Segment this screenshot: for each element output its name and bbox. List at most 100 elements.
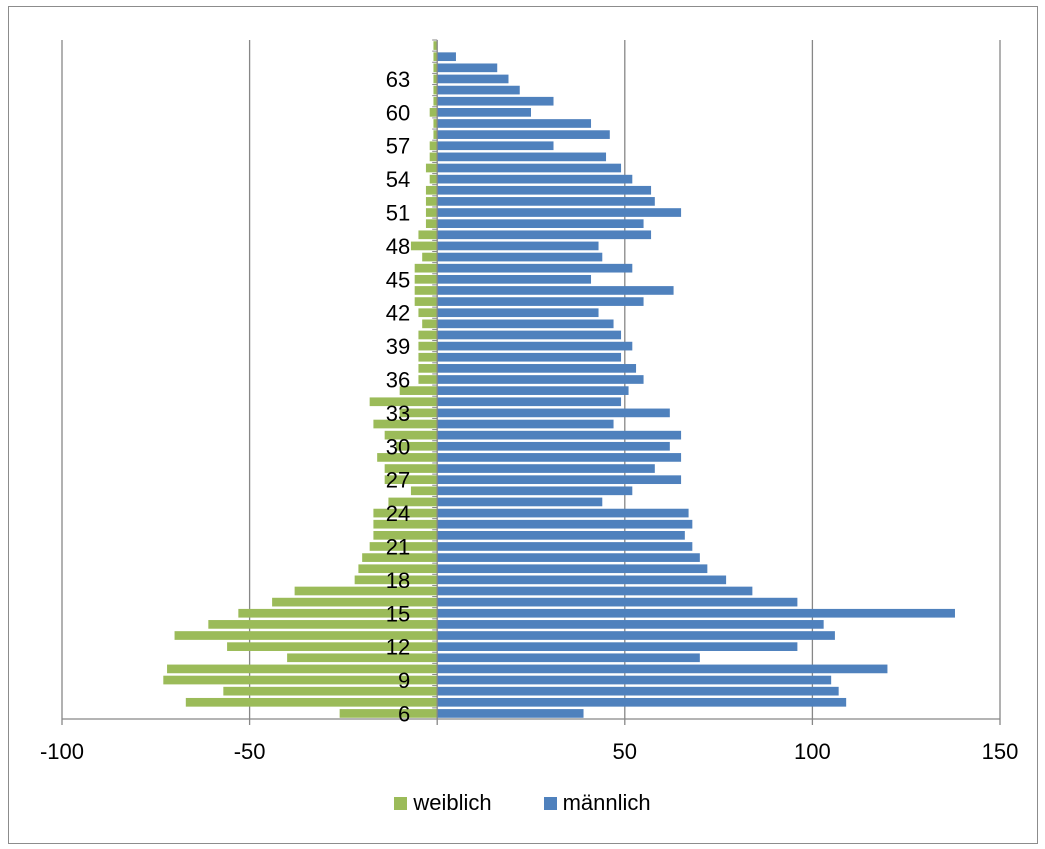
bar-maennlich-65 xyxy=(437,52,456,62)
y-tick-label: 51 xyxy=(386,201,410,226)
y-tick-label: 42 xyxy=(386,301,410,326)
bar-maennlich-53 xyxy=(437,185,652,195)
bar-weiblich-7 xyxy=(185,697,438,707)
bar-weiblich-64 xyxy=(433,63,438,73)
bar-maennlich-15 xyxy=(437,608,955,618)
bar-maennlich-9 xyxy=(437,675,832,685)
bar-weiblich-51 xyxy=(425,208,438,217)
bar-weiblich-21 xyxy=(369,542,438,551)
x-tick-label: -50 xyxy=(234,739,266,764)
bar-weiblich-58 xyxy=(433,130,438,139)
bar-weiblich-66 xyxy=(433,41,438,50)
y-tick-label: 48 xyxy=(386,234,410,259)
x-tick-label: -100 xyxy=(40,739,84,764)
x-tick-label: 150 xyxy=(982,739,1019,764)
y-tick-label: 12 xyxy=(386,635,410,660)
bar-weiblich-34 xyxy=(369,397,438,407)
y-tick-label: 39 xyxy=(386,334,410,359)
bar-maennlich-36 xyxy=(437,375,644,384)
legend-label-weiblich: weiblich xyxy=(413,790,492,815)
bar-weiblich-19 xyxy=(358,564,438,574)
bar-weiblich-53 xyxy=(425,185,438,195)
bar-weiblich-65 xyxy=(433,52,438,62)
bar-weiblich-26 xyxy=(410,486,438,496)
bar-maennlich-19 xyxy=(437,564,708,574)
axes xyxy=(61,39,1001,725)
bar-maennlich-8 xyxy=(437,686,839,696)
bar-weiblich-54 xyxy=(429,174,438,184)
bar-maennlich-47 xyxy=(437,252,603,262)
bar-maennlich-49 xyxy=(437,230,652,240)
y-tick-label: 60 xyxy=(386,100,410,125)
bar-maennlich-45 xyxy=(437,274,592,284)
bar-weiblich-20 xyxy=(362,553,438,562)
legend-item-weiblich: weiblich xyxy=(394,790,492,816)
y-tick-label: 45 xyxy=(386,267,410,292)
bar-maennlich-6 xyxy=(437,709,584,718)
bar-maennlich-30 xyxy=(437,441,670,451)
bar-weiblich-18 xyxy=(354,575,438,585)
bar-maennlich-55 xyxy=(437,163,622,173)
bar-maennlich-20 xyxy=(437,553,700,562)
bar-maennlich-13 xyxy=(437,631,835,640)
bar-weiblich-43 xyxy=(414,297,438,306)
bar-weiblich-61 xyxy=(433,96,438,106)
y-tick-label: 36 xyxy=(386,368,410,393)
bar-maennlich-33 xyxy=(437,408,670,418)
bar-maennlich-42 xyxy=(437,308,599,318)
bar-weiblich-49 xyxy=(418,230,438,240)
bar-weiblich-11 xyxy=(287,653,438,663)
gridlines xyxy=(61,40,1001,719)
bar-maennlich-27 xyxy=(437,475,682,485)
bar-weiblich-60 xyxy=(429,108,438,117)
bar-maennlich-25 xyxy=(437,497,603,507)
y-tick-label: 33 xyxy=(386,401,410,426)
y-tick-label: 21 xyxy=(386,534,410,559)
bar-maennlich-57 xyxy=(437,141,554,151)
bar-weiblich-42 xyxy=(418,308,438,318)
bar-weiblich-56 xyxy=(429,152,438,162)
bar-maennlich-63 xyxy=(437,74,509,84)
bar-weiblich-59 xyxy=(433,119,438,128)
bar-maennlich-46 xyxy=(437,263,633,273)
bar-weiblich-46 xyxy=(414,263,438,273)
bar-maennlich-28 xyxy=(437,464,655,473)
bar-maennlich-40 xyxy=(437,330,622,340)
bar-maennlich-32 xyxy=(437,419,614,429)
y-tick-label: 6 xyxy=(398,701,410,726)
bar-maennlich-10 xyxy=(437,664,888,674)
bar-maennlich-7 xyxy=(437,697,847,707)
bar-maennlich-41 xyxy=(437,319,614,329)
bar-weiblich-28 xyxy=(384,464,438,473)
tick-labels: -100 -50 50 100 150 6 9 12 15 18 21 24 27 30 33 36 39 42 4… xyxy=(40,67,1018,764)
bar-maennlich-50 xyxy=(437,219,644,229)
bar-maennlich-56 xyxy=(437,152,607,162)
legend-swatch-maennlich xyxy=(543,796,557,810)
bar-weiblich-24 xyxy=(373,508,438,518)
bars xyxy=(163,41,955,718)
bar-weiblich-39 xyxy=(418,341,438,351)
bar-weiblich-10 xyxy=(167,664,438,674)
bar-maennlich-16 xyxy=(437,597,798,607)
bar-maennlich-59 xyxy=(437,119,592,128)
bar-maennlich-39 xyxy=(437,341,633,351)
y-tick-label: 63 xyxy=(386,67,410,92)
legend-item-maennlich: männlich xyxy=(543,790,651,816)
bar-maennlich-38 xyxy=(437,352,622,362)
bar-maennlich-12 xyxy=(437,642,798,651)
bar-maennlich-37 xyxy=(437,364,637,373)
legend: weiblich männlich xyxy=(0,788,1045,818)
bar-weiblich-9 xyxy=(163,675,438,685)
y-tick-label: 24 xyxy=(386,501,410,526)
legend-label-maennlich: männlich xyxy=(562,790,651,815)
bar-weiblich-57 xyxy=(429,141,438,151)
bar-weiblich-63 xyxy=(433,74,438,84)
bar-weiblich-16 xyxy=(272,597,438,607)
y-tick-label: 9 xyxy=(398,668,410,693)
bar-weiblich-35 xyxy=(399,386,438,395)
y-tick-label: 18 xyxy=(386,568,410,593)
bar-maennlich-23 xyxy=(437,519,693,529)
bar-weiblich-12 xyxy=(227,642,438,651)
bar-weiblich-50 xyxy=(425,219,438,229)
